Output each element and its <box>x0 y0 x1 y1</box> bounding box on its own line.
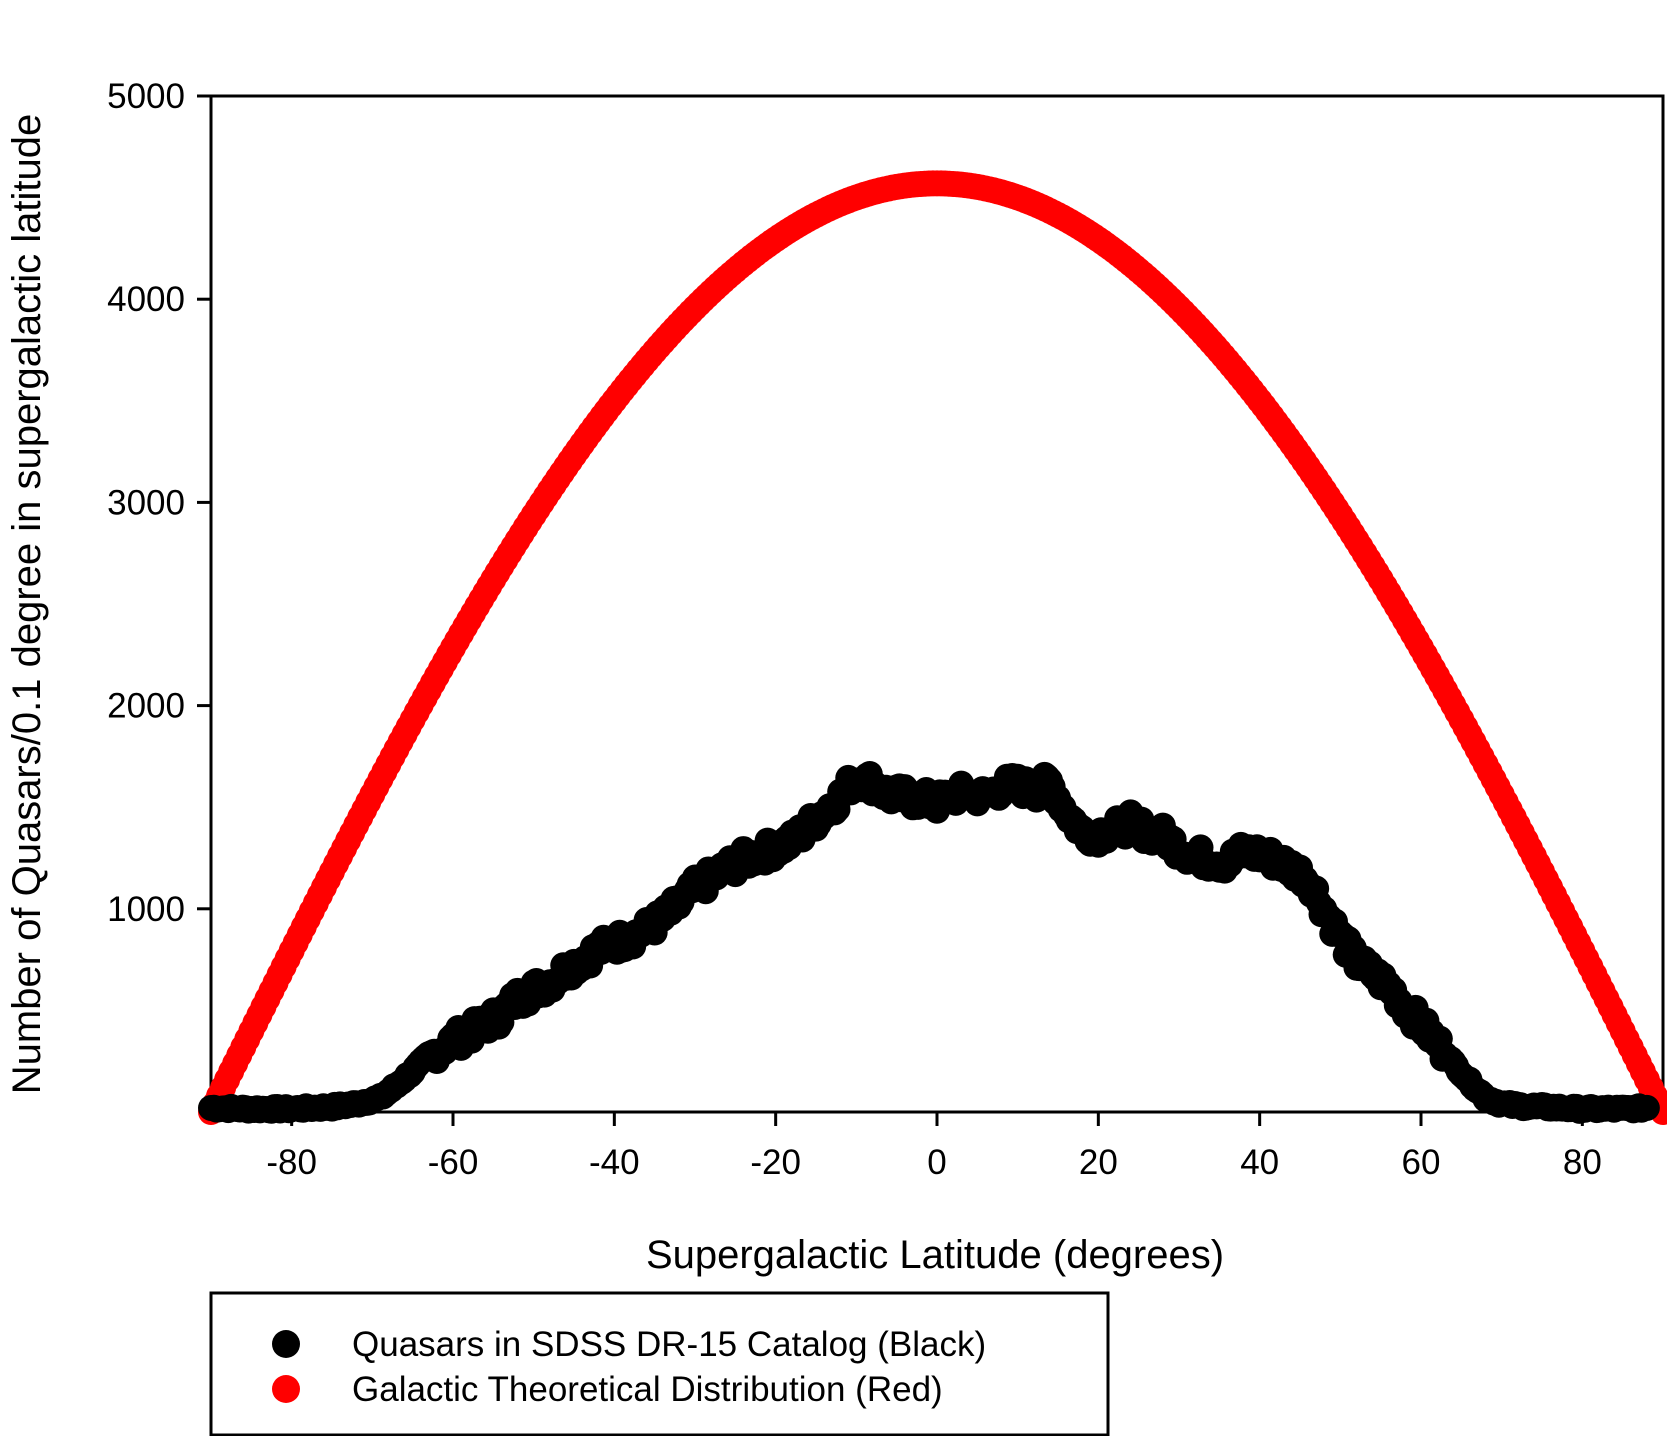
series-quasars-sdss <box>198 760 1660 1124</box>
plot-frame <box>209 94 1665 1114</box>
legend-label-galactic: Galactic Theoretical Distribution (Red) <box>352 1370 943 1409</box>
x-axis-title: Supergalactic Latitude (degrees) <box>646 1233 1224 1277</box>
y-axis-ticks: 1000 2000 3000 4000 5000 <box>107 77 211 929</box>
y-tick-label: 3000 <box>107 483 185 522</box>
y-tick-label: 5000 <box>107 77 185 116</box>
x-tick-label: -80 <box>266 1143 317 1182</box>
x-tick-label: -60 <box>428 1143 479 1182</box>
legend-box <box>209 1291 1110 1436</box>
x-tick-label: 0 <box>927 1143 946 1182</box>
x-tick-label: 60 <box>1402 1143 1441 1182</box>
black-data-point <box>1633 1094 1660 1121</box>
x-tick-label: 40 <box>1240 1143 1279 1182</box>
x-tick-label: -20 <box>750 1143 801 1182</box>
legend: Quasars in SDSS DR-15 Catalog (Black) Ga… <box>209 1291 1110 1436</box>
legend-label-quasars: Quasars in SDSS DR-15 Catalog (Black) <box>352 1325 986 1364</box>
y-tick-label: 4000 <box>107 280 185 319</box>
x-tick-label: 20 <box>1079 1143 1118 1182</box>
x-axis-ticks: -80 -60 -40 -20 0 20 40 60 80 <box>266 1112 1602 1182</box>
legend-marker-quasars <box>272 1330 300 1358</box>
y-axis-title: Number of Quasars/0.1 degree in supergal… <box>5 114 49 1095</box>
y-tick-label: 2000 <box>107 687 185 726</box>
x-tick-label: -40 <box>589 1143 640 1182</box>
x-tick-label: 80 <box>1563 1143 1602 1182</box>
y-tick-label: 1000 <box>107 890 185 929</box>
legend-marker-galactic <box>272 1375 300 1403</box>
series-galactic-theoretical <box>198 170 1667 1125</box>
